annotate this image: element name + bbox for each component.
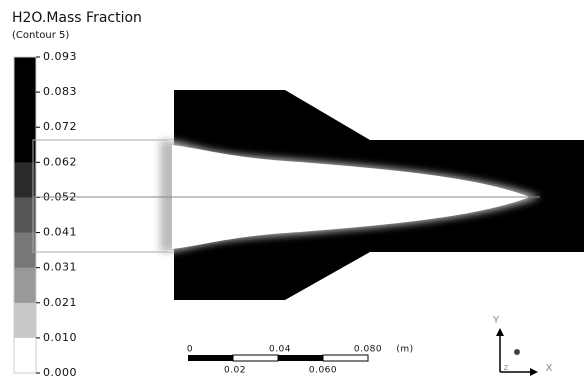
color-band [14,267,36,304]
legend-label: 0.072 [43,120,77,133]
scale-unit: (m) [396,345,413,355]
legend-label: 0.031 [43,261,77,274]
scale-bar [188,354,369,362]
legend-label: 0.000 [43,366,77,379]
axis-label-z: Z [504,364,509,372]
color-band [14,57,36,93]
legend-label: 0.093 [43,50,77,63]
legend-label: 0.021 [43,296,77,309]
color-band [14,162,36,198]
legend-label: 0.083 [43,85,77,98]
color-bar [13,56,37,374]
scale-label: 0 [187,345,193,355]
scale-label: 0.080 [354,345,382,355]
color-band [14,197,36,234]
legend-label: 0.041 [43,226,77,239]
color-band [14,302,36,339]
color-band [14,232,36,269]
scale-label: 0.04 [269,345,291,355]
color-band [14,92,36,128]
axis-triad [496,328,538,376]
legend-subtitle: (Contour 5) [12,30,69,41]
color-bar-frame [13,56,37,374]
color-band [14,127,36,163]
color-band [14,337,36,374]
legend-labels: 0.0930.0830.0720.0620.0520.0410.0310.021… [36,50,77,379]
legend-label: 0.010 [43,331,77,344]
scale-label: 0.060 [309,366,337,376]
scale-label: 0.02 [224,366,246,376]
legend-label: 0.062 [43,155,77,168]
axis-label-x: X [546,363,553,374]
legend-title: H2O.Mass Fraction [12,10,142,26]
axis-label-y: Y [492,315,500,326]
